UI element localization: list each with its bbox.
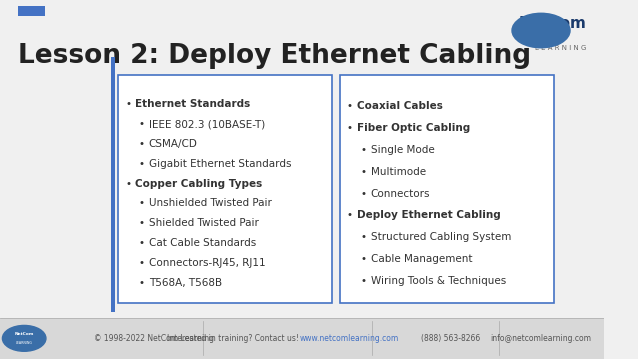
Text: T568A, T568B: T568A, T568B — [149, 278, 222, 288]
Circle shape — [512, 13, 570, 48]
Text: Coaxial Cables: Coaxial Cables — [357, 101, 443, 111]
Text: Multimode: Multimode — [371, 167, 426, 177]
Text: L E A R N I N G: L E A R N I N G — [535, 45, 586, 51]
Text: Single Mode: Single Mode — [371, 145, 434, 155]
Text: Gigabit Ethernet Standards: Gigabit Ethernet Standards — [149, 159, 291, 169]
Text: LEARNING: LEARNING — [16, 341, 33, 345]
Text: •: • — [360, 145, 366, 155]
Text: CSMA/CD: CSMA/CD — [149, 139, 198, 149]
Text: •: • — [360, 254, 366, 264]
Circle shape — [3, 325, 46, 351]
Text: •: • — [138, 159, 144, 169]
Text: Unshielded Twisted Pair: Unshielded Twisted Pair — [149, 198, 272, 208]
Text: •: • — [138, 218, 144, 228]
FancyBboxPatch shape — [111, 57, 115, 312]
Text: •: • — [125, 99, 131, 109]
FancyBboxPatch shape — [0, 318, 604, 359]
Text: •: • — [138, 278, 144, 288]
Text: © 1998-2022 NetCom Learning: © 1998-2022 NetCom Learning — [94, 334, 214, 343]
Text: •: • — [360, 167, 366, 177]
Text: •: • — [347, 123, 353, 133]
Text: (888) 563-8266: (888) 563-8266 — [420, 334, 480, 343]
Text: •: • — [138, 258, 144, 268]
Text: Wiring Tools & Techniques: Wiring Tools & Techniques — [371, 276, 506, 286]
Text: •: • — [360, 188, 366, 199]
Text: Shielded Twisted Pair: Shielded Twisted Pair — [149, 218, 258, 228]
Text: www.netcomlearning.com: www.netcomlearning.com — [300, 334, 399, 343]
FancyBboxPatch shape — [118, 75, 332, 303]
Text: •: • — [138, 238, 144, 248]
Text: •: • — [360, 276, 366, 286]
Text: Fiber Optic Cabling: Fiber Optic Cabling — [357, 123, 470, 133]
Text: Cable Management: Cable Management — [371, 254, 472, 264]
Text: Interested in training? Contact us!: Interested in training? Contact us! — [167, 334, 299, 343]
Text: •: • — [347, 210, 353, 220]
Text: •: • — [138, 139, 144, 149]
FancyBboxPatch shape — [18, 6, 45, 16]
Text: Connectors-RJ45, RJ11: Connectors-RJ45, RJ11 — [149, 258, 265, 268]
Text: •: • — [347, 101, 353, 111]
Text: Lesson 2: Deploy Ethernet Cabling: Lesson 2: Deploy Ethernet Cabling — [18, 43, 531, 69]
Text: •: • — [138, 198, 144, 208]
Text: NetCom: NetCom — [519, 16, 586, 31]
Text: Copper Cabling Types: Copper Cabling Types — [135, 178, 263, 188]
Text: IEEE 802.3 (10BASE-T): IEEE 802.3 (10BASE-T) — [149, 119, 265, 129]
Text: Cat Cable Standards: Cat Cable Standards — [149, 238, 256, 248]
FancyBboxPatch shape — [339, 75, 554, 303]
Text: NetCom: NetCom — [15, 332, 34, 336]
Text: •: • — [360, 232, 366, 242]
Text: info@netcomlearning.com: info@netcomlearning.com — [491, 334, 591, 343]
Text: •: • — [125, 178, 131, 188]
Text: Ethernet Standards: Ethernet Standards — [135, 99, 251, 109]
Text: Connectors: Connectors — [371, 188, 430, 199]
Text: Structured Cabling System: Structured Cabling System — [371, 232, 511, 242]
Text: •: • — [138, 119, 144, 129]
Text: Deploy Ethernet Cabling: Deploy Ethernet Cabling — [357, 210, 501, 220]
